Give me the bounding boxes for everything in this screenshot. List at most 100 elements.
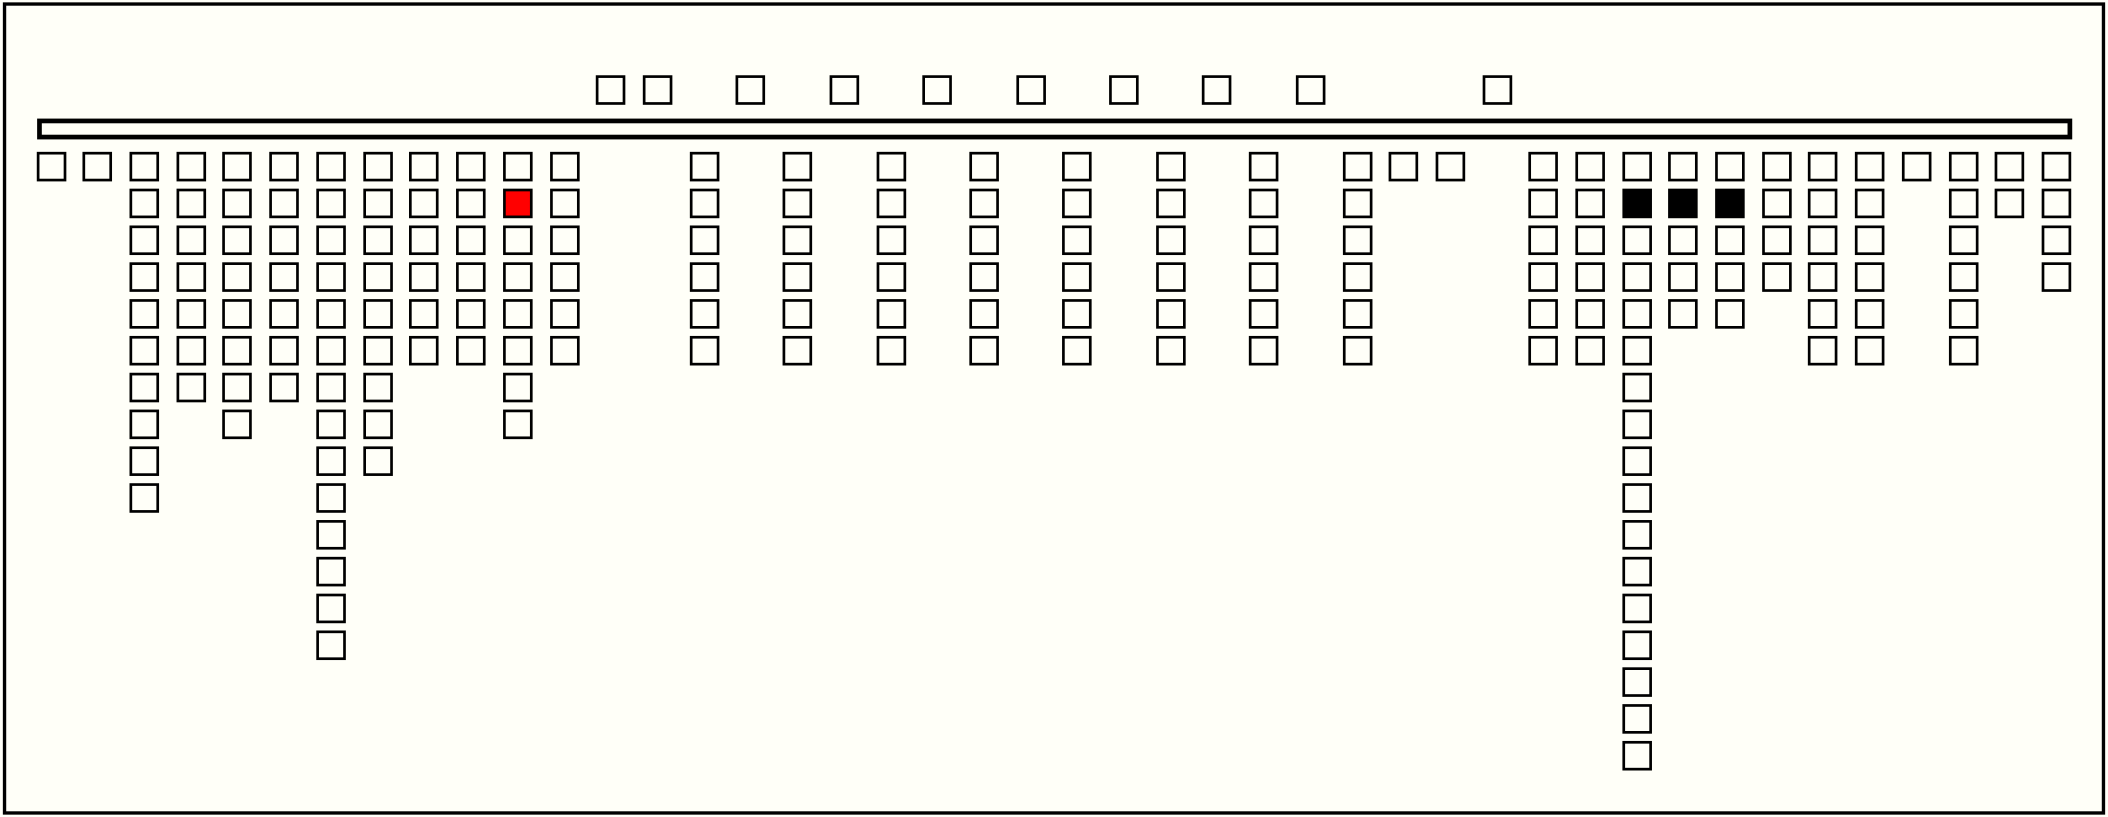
cell[interactable] — [1528, 262, 1558, 292]
cell[interactable] — [129, 188, 160, 219]
cell[interactable] — [269, 188, 299, 219]
cell[interactable] — [2041, 188, 2072, 219]
cell[interactable] — [129, 409, 160, 440]
cell[interactable] — [969, 188, 999, 219]
cell[interactable] — [269, 299, 299, 329]
cell[interactable] — [1854, 188, 1885, 219]
cell[interactable] — [316, 262, 346, 292]
cell[interactable] — [1248, 188, 1279, 219]
cell[interactable] — [1248, 299, 1279, 329]
cell[interactable] — [409, 335, 439, 366]
cell[interactable] — [1062, 262, 1092, 292]
cell[interactable] — [1575, 262, 1605, 292]
cell[interactable] — [222, 372, 252, 403]
cell[interactable] — [176, 225, 207, 256]
cell[interactable] — [409, 151, 439, 182]
cell[interactable] — [1807, 151, 1838, 182]
cell[interactable] — [550, 188, 580, 219]
cell[interactable] — [363, 335, 393, 366]
cell[interactable] — [2041, 262, 2072, 292]
cell[interactable] — [1854, 225, 1885, 256]
cell[interactable] — [316, 225, 346, 256]
cell[interactable] — [969, 335, 999, 366]
cell[interactable] — [1435, 151, 1466, 182]
cell[interactable] — [1622, 630, 1652, 661]
cell[interactable] — [316, 556, 346, 587]
cell[interactable] — [1575, 188, 1605, 219]
cell[interactable] — [1062, 151, 1092, 182]
cell[interactable] — [1622, 409, 1652, 440]
cell[interactable] — [876, 262, 907, 292]
cell[interactable] — [782, 225, 813, 256]
cell[interactable] — [1854, 335, 1885, 366]
cell[interactable] — [550, 335, 580, 366]
cell[interactable] — [456, 262, 486, 292]
cell[interactable] — [1388, 151, 1419, 182]
cell[interactable] — [1807, 262, 1838, 292]
cell[interactable] — [1156, 262, 1186, 292]
cell[interactable] — [1668, 225, 1698, 256]
cell[interactable] — [1948, 151, 1979, 182]
cell[interactable] — [316, 188, 346, 219]
cell[interactable] — [1762, 188, 1792, 219]
cell[interactable] — [222, 262, 252, 292]
cell[interactable] — [1248, 335, 1279, 366]
cell[interactable] — [1622, 704, 1652, 734]
cell[interactable] — [550, 299, 580, 329]
cell[interactable] — [550, 262, 580, 292]
cell[interactable] — [1156, 188, 1186, 219]
cell[interactable] — [129, 262, 160, 292]
cell[interactable] — [689, 262, 720, 292]
cell[interactable] — [316, 151, 346, 182]
top-cell[interactable] — [1109, 75, 1139, 105]
cell[interactable] — [969, 151, 999, 182]
top-cell[interactable] — [1295, 75, 1326, 105]
cell[interactable] — [269, 335, 299, 366]
cell[interactable] — [876, 188, 907, 219]
cell[interactable] — [2041, 225, 2072, 256]
cell[interactable] — [1948, 335, 1979, 366]
cell[interactable] — [1528, 335, 1558, 366]
cell[interactable] — [129, 225, 160, 256]
cell[interactable] — [316, 483, 346, 513]
cell[interactable] — [550, 225, 580, 256]
cell[interactable] — [363, 151, 393, 182]
cell[interactable] — [1715, 262, 1745, 292]
cell[interactable] — [1622, 262, 1652, 292]
top-cell[interactable] — [1201, 75, 1232, 105]
top-cell[interactable] — [922, 75, 952, 105]
cell[interactable] — [176, 188, 207, 219]
cell[interactable] — [1854, 151, 1885, 182]
cell[interactable] — [1342, 299, 1373, 329]
cell[interactable] — [409, 299, 439, 329]
cell[interactable] — [689, 225, 720, 256]
cell[interactable] — [269, 262, 299, 292]
cell[interactable] — [316, 630, 346, 661]
cell[interactable] — [1622, 299, 1652, 329]
cell[interactable] — [1807, 225, 1838, 256]
cell[interactable] — [1948, 188, 1979, 219]
cell[interactable] — [363, 262, 393, 292]
cell[interactable] — [1668, 151, 1698, 182]
cell[interactable] — [1807, 335, 1838, 366]
cell[interactable] — [1622, 556, 1652, 587]
cell[interactable] — [2041, 151, 2072, 182]
cell[interactable] — [316, 593, 346, 624]
cell[interactable] — [316, 372, 346, 403]
cell[interactable] — [36, 151, 67, 182]
cell[interactable] — [176, 335, 207, 366]
cell[interactable] — [689, 151, 720, 182]
cell[interactable] — [269, 372, 299, 403]
top-cell[interactable] — [1016, 75, 1046, 105]
top-cell[interactable] — [1482, 75, 1513, 105]
selected-cell[interactable] — [503, 188, 533, 219]
cell[interactable] — [1994, 151, 2025, 182]
cell[interactable] — [363, 372, 393, 403]
cell[interactable] — [129, 335, 160, 366]
cell[interactable] — [1062, 335, 1092, 366]
cell[interactable] — [1528, 225, 1558, 256]
cell[interactable] — [363, 409, 393, 440]
cell[interactable] — [1622, 372, 1652, 403]
cell[interactable] — [456, 151, 486, 182]
cell[interactable] — [1622, 520, 1652, 550]
